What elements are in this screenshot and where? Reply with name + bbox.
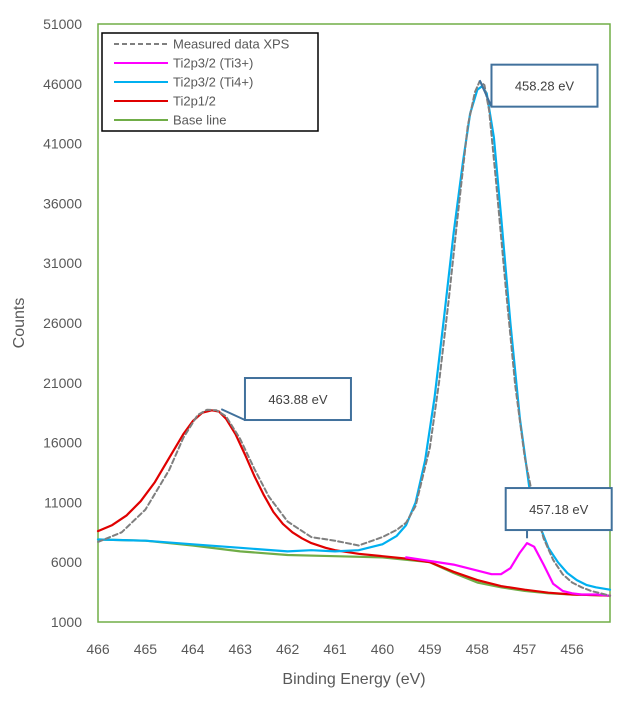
callouts: 458.28 eV 463.88 eV 457.18 eV <box>220 63 613 539</box>
callout-label: 457.18 eV <box>529 502 589 517</box>
callout-1: 463.88 eV <box>220 377 352 422</box>
y-tick-label: 31000 <box>43 255 82 271</box>
x-axis-title: Binding Energy (eV) <box>282 671 425 688</box>
x-tick-label: 457 <box>513 641 537 657</box>
callout-box <box>243 377 352 422</box>
x-tick-label: 463 <box>229 641 253 657</box>
legend-label-measured: Measured data XPS <box>173 37 290 52</box>
legend-box <box>101 32 319 132</box>
callout-leader-line <box>220 408 246 421</box>
x-tick-label: 464 <box>181 641 205 657</box>
series-line-measured <box>97 80 611 597</box>
x-axis-tick-labels: 466 465 464 463 462 461 460 459 458 457 456 <box>86 641 584 657</box>
callout-leader-line <box>478 79 493 108</box>
y-tick-label: 41000 <box>43 136 82 152</box>
y-tick-label: 26000 <box>43 315 82 331</box>
callout-0: 458.28 eV <box>478 63 599 108</box>
callout-label: 458.28 eV <box>515 79 575 94</box>
legend-label-ti2p12: Ti2p1/2 <box>173 94 216 109</box>
y-tick-label: 11000 <box>44 494 82 510</box>
plot-area <box>97 23 611 623</box>
y-tick-label: 36000 <box>43 195 82 211</box>
series-layer <box>96 80 612 597</box>
series-line-ti2p12 <box>96 409 612 597</box>
plot-border <box>97 23 611 623</box>
x-tick-label: 456 <box>560 641 584 657</box>
legend: Measured data XPS Ti2p3/2 (Ti3+) Ti2p3/2… <box>101 32 319 132</box>
y-tick-label: 51000 <box>43 16 82 32</box>
x-tick-label: 461 <box>323 641 347 657</box>
callout-2: 457.18 eV <box>504 487 613 539</box>
y-axis-title: Counts <box>11 298 28 349</box>
legend-label-baseline: Base line <box>173 113 226 128</box>
x-tick-label: 466 <box>86 641 110 657</box>
legend-label-ti4: Ti2p3/2 (Ti4+) <box>173 75 253 90</box>
x-tick-label: 458 <box>466 641 490 657</box>
y-tick-label: 46000 <box>43 76 82 92</box>
x-tick-label: 459 <box>418 641 442 657</box>
x-tick-label: 465 <box>134 641 158 657</box>
series-line-ti3 <box>405 541 612 597</box>
callout-box <box>504 487 613 532</box>
y-tick-label: 1000 <box>51 614 82 630</box>
y-tick-label: 6000 <box>51 554 82 570</box>
x-tick-label: 462 <box>276 641 300 657</box>
y-tick-label: 16000 <box>43 435 82 451</box>
x-tick-label: 460 <box>371 641 395 657</box>
y-axis-tick-labels: 1000 6000 11000 16000 21000 26000 31000 36000 41… <box>43 16 82 630</box>
legend-label-ti3: Ti2p3/2 (Ti3+) <box>173 56 253 71</box>
callout-box <box>490 63 599 108</box>
callout-label: 463.88 eV <box>268 392 328 407</box>
y-tick-label: 21000 <box>43 375 82 391</box>
